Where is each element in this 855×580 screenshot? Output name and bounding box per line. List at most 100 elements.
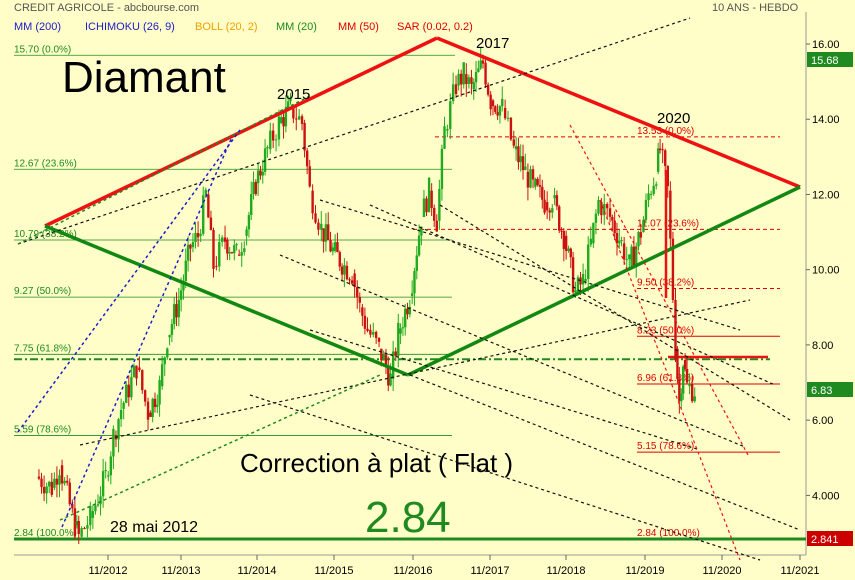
candle-body <box>245 229 248 236</box>
candle-body <box>343 265 346 275</box>
candle-body <box>58 475 61 485</box>
trend-lines <box>17 17 801 561</box>
fib-right-label: 11.07 (23.6%) <box>637 218 699 229</box>
last-price-box <box>807 382 853 397</box>
candle-body <box>632 246 636 266</box>
candle-body <box>338 252 341 267</box>
fibonacci-levels: 15.70 (0.0%) 12.67 (23.6%) 10.79 (38.2%) 9.… <box>14 44 806 541</box>
candle-body <box>101 471 105 497</box>
candle-body <box>282 117 285 127</box>
candle-body <box>674 299 677 360</box>
fib-left-label: 12.67 (23.6%) <box>14 158 77 169</box>
candle-body <box>652 185 655 194</box>
candle-body <box>284 107 288 127</box>
fib-right-label: 8.23 (50.0%) <box>637 325 694 336</box>
candle-body <box>353 273 356 288</box>
candle-body <box>63 480 66 484</box>
candle-body <box>48 481 51 487</box>
candle-body <box>358 297 361 303</box>
candle-body <box>649 193 653 195</box>
candle-body <box>215 265 218 267</box>
candle-body <box>158 379 161 405</box>
fib-left-label: 9.27 (50.0%) <box>14 286 71 297</box>
candle-body <box>125 384 128 403</box>
candle-body <box>401 327 405 329</box>
indicator-ichimoku[interactable]: ICHIMOKU (26, 9) <box>85 21 175 33</box>
indicator-mm50[interactable]: MM (50) <box>338 21 379 33</box>
annotation-low-date: 28 mai 2012 <box>110 519 198 536</box>
candle-body <box>545 201 549 211</box>
candle-body <box>327 224 330 241</box>
candle-body <box>271 130 275 141</box>
y-tick-label: 14.00 <box>812 114 840 126</box>
candle-body <box>479 60 482 69</box>
candle-body <box>666 165 669 187</box>
diamond-bottom-left <box>44 224 409 377</box>
candle-body <box>237 254 241 256</box>
candle-body <box>498 106 502 116</box>
candle-body <box>361 307 364 316</box>
descending-channel-line <box>309 329 701 451</box>
candle-body <box>628 254 631 260</box>
candle-body <box>322 228 325 242</box>
candle-body <box>119 410 123 420</box>
green-dashed-upper <box>17 95 311 245</box>
candle-body <box>410 293 414 297</box>
y-tick-label: 10.00 <box>812 265 840 277</box>
candle-body <box>600 201 603 216</box>
candlesticks <box>37 47 696 545</box>
candle-body <box>637 232 640 247</box>
candle-body <box>534 178 537 187</box>
x-tick-label: 11/2018 <box>547 565 586 577</box>
candle-body <box>331 247 335 252</box>
grid-lines <box>14 12 807 556</box>
candle-body <box>449 101 452 129</box>
candle-body <box>65 480 69 483</box>
candle-body <box>425 198 428 213</box>
candle-body <box>186 244 190 261</box>
candle-body <box>184 260 187 281</box>
candle-body <box>454 84 458 94</box>
candle-body <box>608 208 612 217</box>
candle-body <box>526 171 530 188</box>
candle-body <box>494 106 497 112</box>
candle-body <box>300 116 304 124</box>
candle-body <box>143 390 147 402</box>
candle-body <box>693 396 696 402</box>
candle-body <box>252 181 255 195</box>
candle-body <box>558 206 561 231</box>
indicator-sar[interactable]: SAR (0.02, 0.2) <box>397 21 473 33</box>
candle-body <box>536 178 539 186</box>
candle-body <box>153 398 157 408</box>
candle-body <box>166 348 169 358</box>
candle-body <box>73 508 77 537</box>
candle-body <box>297 116 301 120</box>
annotation-correction: Correction à plat ( Flat ) <box>240 448 513 478</box>
candle-body <box>305 150 309 167</box>
candle-body <box>690 384 694 402</box>
candle-body <box>280 117 283 123</box>
candle-body <box>163 357 166 365</box>
candle-body <box>443 126 446 149</box>
candle-body <box>589 238 592 245</box>
fib-left-label: 2.84 (100.0%) <box>14 528 77 539</box>
indicator-boll[interactable]: BOLL (20, 2) <box>195 21 258 33</box>
candle-body <box>199 233 202 236</box>
candle-body <box>40 478 43 488</box>
indicator-mm20[interactable]: MM (20) <box>276 21 317 33</box>
indicator-mm200[interactable]: MM (200) <box>14 21 62 33</box>
candle-body <box>80 528 83 537</box>
candle-body <box>274 139 278 141</box>
candle-body <box>156 404 159 408</box>
candle-body <box>277 116 281 140</box>
y-axis: 4.000 6.00 8.00 10.00 12.00 14.00 16.00 <box>806 39 840 502</box>
candle-body <box>514 146 518 150</box>
candle-body <box>524 166 527 171</box>
annotation-2015: 2015 <box>277 86 310 103</box>
candle-body <box>348 279 351 281</box>
candle-body <box>506 117 510 119</box>
diamond-bottom-right <box>407 185 801 377</box>
candle-body <box>644 199 648 220</box>
candle-body <box>91 511 95 518</box>
